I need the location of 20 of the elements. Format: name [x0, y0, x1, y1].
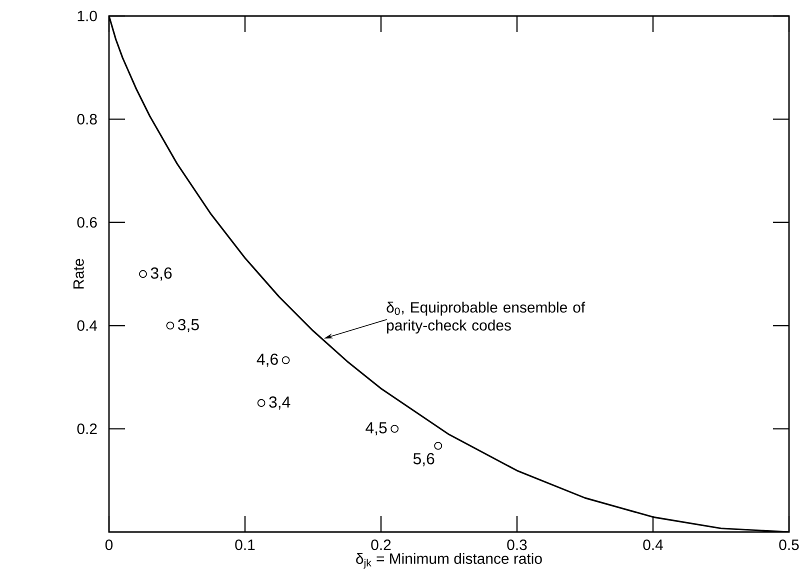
x-tick-label: 0.2: [371, 540, 391, 550]
y-axis-title: Rate: [73, 258, 84, 289]
x-tick-label: 0.5: [779, 540, 799, 550]
x-axis-title: δ$_{jk}$ = Minimum distance ratio: [356, 552, 542, 569]
annotation: 5,6: [413, 453, 434, 466]
y-tick-label: 0.4: [77, 320, 98, 331]
x-tick-label: 0.3: [507, 540, 527, 550]
y-tick-label: 0.6: [77, 217, 97, 228]
annotation: 3,5: [178, 319, 199, 332]
x-tick-label: 0.1: [235, 540, 255, 550]
annotation: 3,6: [150, 267, 172, 281]
y-tick-label: 0.8: [77, 114, 97, 124]
annotation: 4,6: [256, 354, 278, 367]
annotation: δ$_{0}$, Equiprobable ensemble of parity-check codes: [386, 302, 586, 334]
y-tick-label: 1.0: [78, 10, 97, 22]
annotation: 3,4: [269, 396, 290, 410]
x-tick-label: 0: [105, 540, 113, 550]
x-tick-label: 0.4: [643, 540, 663, 550]
y-tick-label: 0.2: [77, 424, 97, 434]
annotation: 4,5: [366, 422, 387, 436]
